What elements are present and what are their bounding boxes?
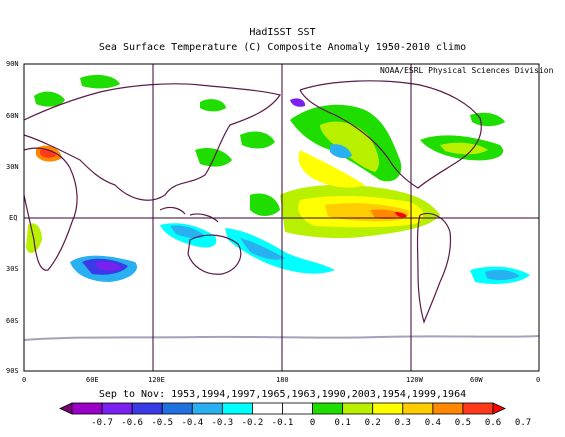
map-frame: [23, 63, 540, 372]
colorbar-segment: [131, 402, 163, 415]
colorbar-segment: [191, 402, 223, 415]
lon-label-60w: 60W: [470, 376, 483, 384]
colorbar-tick-label: 0: [309, 418, 316, 428]
colorbar-tick-label: -0.5: [151, 418, 174, 428]
lon-label-60e: 60E: [86, 376, 99, 384]
colorbar: [59, 402, 506, 415]
colorbar-tick-label: 0.5: [454, 418, 472, 428]
colorbar-segment: [372, 402, 404, 415]
map-grid: [24, 64, 539, 371]
colorbar-segment: [282, 402, 313, 415]
colorbar-segment: [221, 402, 253, 415]
colorbar-tick-label: -0.4: [181, 418, 204, 428]
map-subtitle: Sea Surface Temperature (C) Composite An…: [98, 42, 467, 53]
colorbar-segment: [101, 402, 133, 415]
lat-label-90n: 90N: [6, 60, 19, 68]
lon-label-120w: 120W: [406, 376, 423, 384]
colorbar-segment: [432, 402, 464, 415]
colorbar-tick-label: -0.6: [121, 418, 143, 428]
lon-label-120e: 120E: [148, 376, 165, 384]
lat-label-60s: 60S: [6, 317, 19, 325]
lon-label-180: 180: [276, 376, 289, 384]
lat-label-30s: 30S: [6, 265, 19, 273]
colorbar-tick-label: 0.3: [394, 418, 411, 428]
colorbar-tick-label: 0.7: [514, 418, 532, 428]
composite-years: Sep to Nov: 1953,1994,1997,1965,1963,199…: [98, 389, 467, 400]
map-title: HadISST SST: [249, 27, 316, 38]
lon-label-0-east: 0: [536, 376, 541, 384]
lat-label-eq: EQ: [9, 214, 18, 222]
colorbar-tick-label: 0.2: [364, 418, 381, 428]
coastlines: [23, 80, 540, 341]
colorbar-tick-label: -0.1: [271, 418, 294, 428]
colorbar-arrow-low: [59, 402, 73, 415]
colorbar-tick-label: 0.6: [484, 418, 502, 428]
colorbar-tick-label: 0.4: [424, 418, 441, 428]
colorbar-tick-label: -0.2: [241, 418, 264, 428]
lat-label-30n: 30N: [6, 163, 19, 171]
lat-label-90s: 90S: [6, 367, 19, 375]
colorbar-segment: [312, 402, 344, 415]
colorbar-tick-label: 0.1: [334, 418, 351, 428]
lon-label-0: 0: [22, 376, 27, 384]
colorbar-tick-label: -0.7: [91, 418, 113, 428]
credit-label: NOAA/ESRL Physical Sciences Division: [380, 66, 554, 75]
colorbar-arrow-high: [492, 402, 506, 415]
colorbar-segment: [402, 402, 434, 415]
colorbar-segment: [71, 402, 103, 415]
anomaly-shading: [26, 74, 530, 284]
colorbar-segment: [161, 402, 193, 415]
lat-label-60n: 60N: [6, 112, 19, 120]
colorbar-segment: [252, 402, 283, 415]
colorbar-segment: [462, 402, 494, 415]
colorbar-segment: [342, 402, 374, 415]
colorbar-tick-label: -0.3: [211, 418, 234, 428]
